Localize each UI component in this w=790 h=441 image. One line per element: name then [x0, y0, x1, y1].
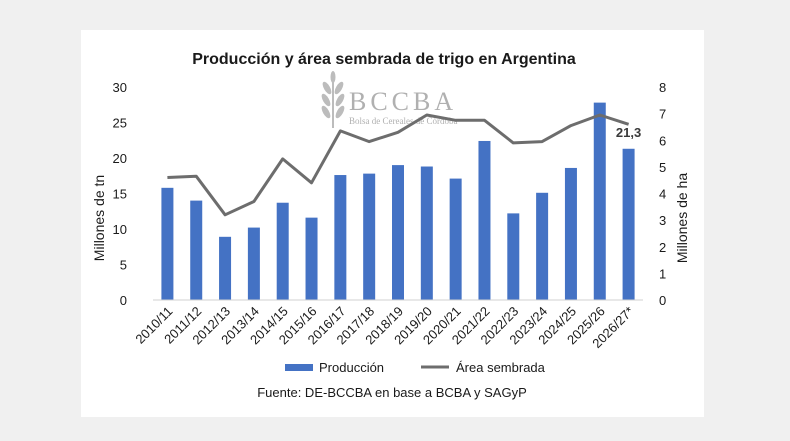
- y-tick-left: 0: [120, 293, 127, 308]
- legend-bar-swatch: [285, 364, 313, 371]
- y-tick-right: 7: [659, 107, 666, 122]
- bar: [564, 167, 577, 300]
- y-tick-left: 20: [113, 151, 127, 166]
- chart-title: Producción y área sembrada de trigo en A…: [192, 51, 576, 68]
- bar: [363, 173, 376, 300]
- y-tick-right: 0: [659, 293, 666, 308]
- y-tick-left: 10: [113, 222, 127, 237]
- y-axis-left: 0 5 10 15 20 25 30: [113, 80, 127, 308]
- bar: [247, 227, 260, 300]
- watermark-logo: BCCBA Bolsa de Cereales de Córdoba: [321, 71, 457, 128]
- bar: [161, 187, 174, 300]
- y-tick-right: 8: [659, 80, 666, 95]
- bar: [334, 175, 347, 300]
- bar: [305, 217, 318, 300]
- y-tick-right: 3: [659, 213, 666, 228]
- y-tick-left: 30: [113, 80, 127, 95]
- legend: Producción Área sembrada: [285, 360, 546, 375]
- bar: [622, 148, 635, 300]
- y-tick-left: 5: [120, 258, 127, 273]
- y-tick-right: 1: [659, 266, 666, 281]
- data-label-last: 21,3: [616, 125, 641, 140]
- y-tick-right: 2: [659, 240, 666, 255]
- legend-label-produccion: Producción: [319, 360, 384, 375]
- chart-card: Producción y área sembrada de trigo en A…: [81, 30, 704, 417]
- legend-label-area: Área sembrada: [456, 360, 546, 375]
- bar: [449, 178, 462, 300]
- y-axis-right: 0 1 2 3 4 5 6 7 8: [659, 80, 666, 308]
- watermark-subtitle: Bolsa de Cereales de Córdoba: [349, 116, 457, 126]
- y-tick-left: 15: [113, 187, 127, 202]
- bar: [420, 166, 433, 300]
- bar-series: [161, 102, 635, 301]
- y-tick-right: 5: [659, 160, 666, 175]
- source-note: Fuente: DE-BCCBA en base a BCBA y SAGyP: [257, 385, 527, 400]
- y-tick-right: 6: [659, 133, 666, 148]
- bar: [507, 213, 520, 300]
- bar: [276, 202, 289, 300]
- area-line: [167, 113, 630, 217]
- bar: [392, 165, 404, 300]
- bar: [536, 192, 549, 300]
- chart: Producción y área sembrada de trigo en A…: [91, 51, 690, 400]
- bar: [190, 200, 203, 300]
- y-tick-left: 25: [113, 116, 127, 131]
- watermark-name: BCCBA: [349, 87, 457, 116]
- x-axis: 2010/112011/122012/132013/142014/152015/…: [132, 304, 636, 351]
- wheat-icon: [321, 71, 345, 128]
- y-axis-right-label: Millones de ha: [674, 173, 690, 263]
- bar: [593, 102, 606, 301]
- y-axis-left-label: Millones de tn: [91, 175, 107, 261]
- line-series: [167, 113, 630, 217]
- bar: [219, 236, 232, 300]
- bar: [478, 140, 491, 300]
- y-tick-right: 4: [659, 187, 666, 202]
